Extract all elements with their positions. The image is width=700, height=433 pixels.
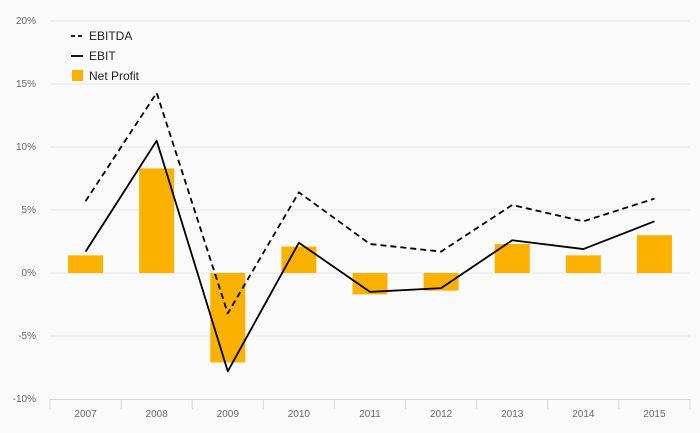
net-profit-bar[interactable] — [352, 273, 388, 295]
legend[interactable]: EBITDA EBIT Net Profit — [71, 29, 140, 83]
x-tick-label: 2014 — [572, 409, 595, 420]
legend-bar-swatch — [72, 70, 83, 81]
y-tick-label: -10% — [13, 394, 36, 405]
legend-label-ebit: EBIT — [89, 49, 116, 63]
legend-item-ebit[interactable]: EBIT — [71, 49, 116, 63]
y-tick-label: 10% — [16, 142, 36, 153]
line-series — [84, 91, 655, 373]
x-axis-ticks: 2007 2008 2009 2010 2011 2012 2013 2014 2015 — [74, 409, 666, 420]
net-profit-bar[interactable] — [636, 235, 672, 273]
y-tick-label: 0% — [22, 268, 37, 279]
legend-label-net-profit: Net Profit — [89, 69, 140, 83]
net-profit-bar[interactable] — [139, 168, 175, 273]
x-tick-label: 2010 — [288, 409, 311, 420]
x-tick-label: 2008 — [146, 409, 169, 420]
y-tick-label: 5% — [22, 205, 37, 216]
y-tick-label: -5% — [18, 331, 36, 342]
net-profit-bar[interactable] — [423, 273, 459, 291]
y-tick-label: 20% — [16, 16, 36, 27]
x-tick-label: 2009 — [217, 409, 240, 420]
ebitda-line[interactable] — [84, 91, 655, 315]
x-tick-label: 2015 — [643, 409, 666, 420]
net-profit-bar[interactable] — [565, 255, 601, 273]
x-tick-label: 2012 — [430, 409, 453, 420]
net-profit-bars — [68, 168, 672, 363]
x-tick-label: 2011 — [359, 409, 381, 420]
x-axis — [49, 399, 691, 409]
x-tick-label: 2007 — [74, 409, 97, 420]
y-tick-label: 15% — [16, 79, 36, 90]
x-tick-label: 2013 — [501, 409, 524, 420]
legend-label-ebitda: EBITDA — [89, 29, 132, 43]
net-profit-bar[interactable] — [210, 273, 246, 363]
legend-item-ebitda[interactable]: EBITDA — [71, 29, 132, 43]
legend-item-net-profit[interactable]: Net Profit — [72, 69, 140, 83]
y-axis-ticks: -10% -5% 0% 5% 10% 15% 20% — [13, 16, 36, 405]
ebit-line[interactable] — [84, 139, 655, 373]
net-profit-bar[interactable] — [68, 255, 104, 273]
